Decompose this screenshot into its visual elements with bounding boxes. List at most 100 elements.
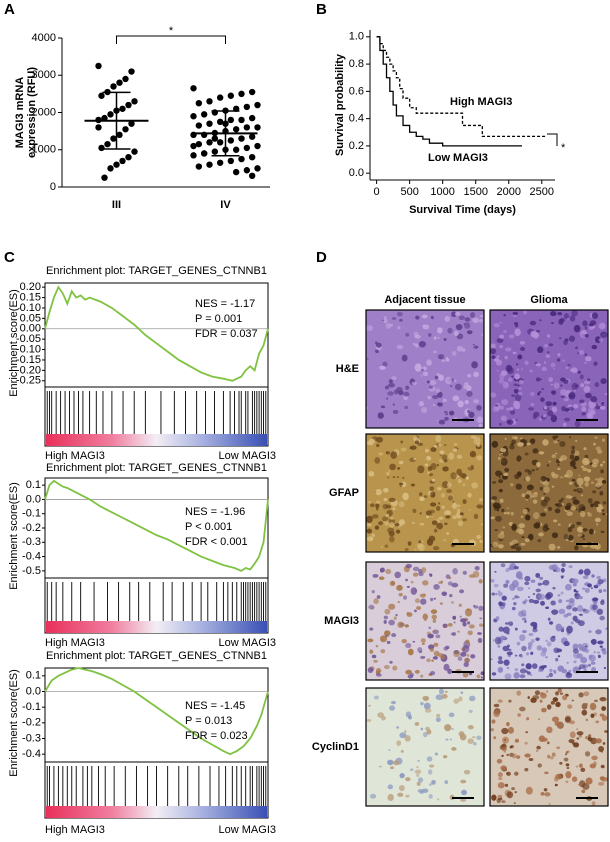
cell xyxy=(543,788,548,792)
cell xyxy=(595,482,602,488)
dot xyxy=(206,98,213,105)
cell xyxy=(603,588,607,593)
cell xyxy=(477,637,483,644)
cell xyxy=(514,627,518,631)
cell xyxy=(472,343,475,346)
cell xyxy=(491,496,498,500)
cell xyxy=(420,540,424,543)
cell xyxy=(565,780,569,784)
cell xyxy=(476,404,482,411)
legend-label: High MAGI3 xyxy=(450,96,512,108)
cell xyxy=(530,651,534,655)
survival-curve xyxy=(376,36,522,147)
cell xyxy=(545,606,550,609)
cell xyxy=(471,361,478,369)
cell xyxy=(462,518,467,522)
cell xyxy=(502,526,506,529)
x-tick-label: 0 xyxy=(374,186,380,198)
cell xyxy=(464,317,471,322)
cell xyxy=(557,467,561,471)
cell xyxy=(400,749,404,753)
cell xyxy=(430,502,437,507)
cell xyxy=(599,405,606,410)
cell xyxy=(459,589,464,594)
cell xyxy=(572,499,580,505)
cell xyxy=(565,751,569,754)
dot xyxy=(128,68,135,75)
cell xyxy=(392,665,398,671)
cell xyxy=(583,361,587,364)
cell xyxy=(429,783,432,786)
cell xyxy=(386,397,389,400)
cell xyxy=(390,700,397,705)
cell xyxy=(577,370,581,374)
cell xyxy=(594,382,600,388)
x-tick-label: 1500 xyxy=(463,186,487,198)
cell xyxy=(421,314,428,319)
cell xyxy=(497,794,503,799)
cell xyxy=(390,516,395,520)
cell xyxy=(493,358,500,362)
dot xyxy=(232,126,240,133)
rank-label: Low MAGI3 xyxy=(219,824,276,836)
cell xyxy=(593,361,598,366)
cell xyxy=(530,639,535,643)
cell xyxy=(491,794,497,801)
cell xyxy=(587,583,592,588)
cell xyxy=(549,621,554,625)
cell xyxy=(404,405,409,410)
cell xyxy=(537,582,542,586)
cell xyxy=(422,366,427,371)
y-tick-label: 0.1 xyxy=(26,479,41,491)
cell xyxy=(510,745,514,749)
cell xyxy=(550,700,555,705)
rank-bar xyxy=(46,434,267,446)
dot xyxy=(190,142,197,150)
cell xyxy=(433,642,439,647)
cell xyxy=(518,379,525,384)
cell xyxy=(444,416,449,421)
x-tick-label: 2500 xyxy=(530,186,554,198)
cell xyxy=(432,394,439,400)
cell xyxy=(386,640,391,645)
cell xyxy=(553,368,556,370)
cell xyxy=(548,564,556,571)
cell xyxy=(509,409,516,415)
cell xyxy=(468,709,473,713)
cell xyxy=(397,326,401,330)
cell xyxy=(414,440,420,445)
cell xyxy=(421,523,425,526)
cell xyxy=(546,334,551,338)
cell xyxy=(566,767,570,769)
y-tick-label: 0.0 xyxy=(26,493,41,505)
cell xyxy=(480,676,483,679)
cell xyxy=(498,544,504,549)
cell xyxy=(389,463,397,471)
cell xyxy=(405,385,410,391)
y-tick-label: -0.20 xyxy=(16,364,41,376)
cell xyxy=(435,717,441,723)
cell xyxy=(556,648,563,653)
cell xyxy=(481,333,484,336)
cell xyxy=(501,508,505,513)
y-tick-label: -0.2 xyxy=(22,717,41,729)
cell xyxy=(441,359,445,362)
cell xyxy=(501,727,509,735)
cell xyxy=(504,437,507,440)
cell xyxy=(582,528,588,532)
cell xyxy=(390,766,394,770)
y-tick-label: -0.4 xyxy=(22,748,41,760)
cell xyxy=(546,641,552,647)
cell xyxy=(401,354,408,362)
cell xyxy=(506,632,510,635)
cell xyxy=(392,476,396,479)
cell xyxy=(601,480,607,484)
dot xyxy=(195,99,203,107)
cell xyxy=(405,563,413,569)
cell xyxy=(543,405,548,410)
cell xyxy=(433,528,438,533)
cell xyxy=(430,462,437,470)
cell xyxy=(431,520,438,526)
cell xyxy=(515,324,519,328)
cell xyxy=(372,573,379,578)
